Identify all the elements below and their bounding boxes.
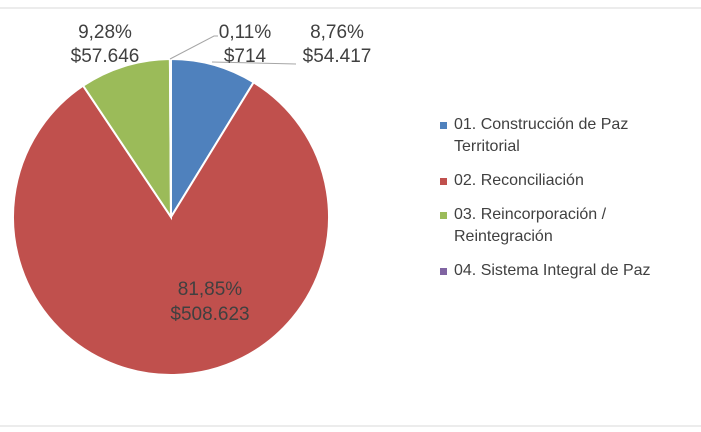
legend: 01. Construcción de Paz Territorial 02. R… (440, 114, 685, 294)
legend-swatch (440, 178, 447, 185)
legend-label: 01. Construcción de Paz Territorial (454, 116, 629, 155)
amount-label: $57.646 (71, 46, 140, 67)
leader-line (211, 61, 297, 65)
legend-label: 04. Sistema Integral de Paz (454, 262, 651, 279)
legend-label: 02. Reconciliación (454, 172, 584, 189)
pie (12, 57, 330, 376)
value-label: 9,28% (78, 22, 132, 43)
value-label: 81,85% (178, 279, 243, 300)
legend-entry: 02. Reconciliación (440, 170, 685, 192)
pie-slice (81, 57, 173, 221)
pie-slice (12, 80, 330, 376)
leader-line (169, 35, 218, 60)
pie-slice (170, 57, 256, 221)
legend-swatch (440, 122, 447, 129)
legend-entry: 03. Reincorporación / Reintegración (440, 204, 685, 248)
pie-slice (168, 57, 172, 218)
legend-swatch (440, 268, 447, 275)
amount-label: $54.417 (303, 46, 372, 67)
legend-label: 03. Reincorporación / Reintegración (454, 206, 607, 245)
amount-label: $714 (224, 46, 267, 67)
legend-entry: 01. Construcción de Paz Territorial (440, 114, 685, 158)
legend-swatch (440, 212, 447, 219)
legend-entry: 04. Sistema Integral de Paz (440, 260, 685, 282)
value-label: 0,11% (219, 22, 272, 43)
amount-label: $508.623 (170, 304, 249, 325)
value-label: 8,76% (310, 22, 364, 43)
